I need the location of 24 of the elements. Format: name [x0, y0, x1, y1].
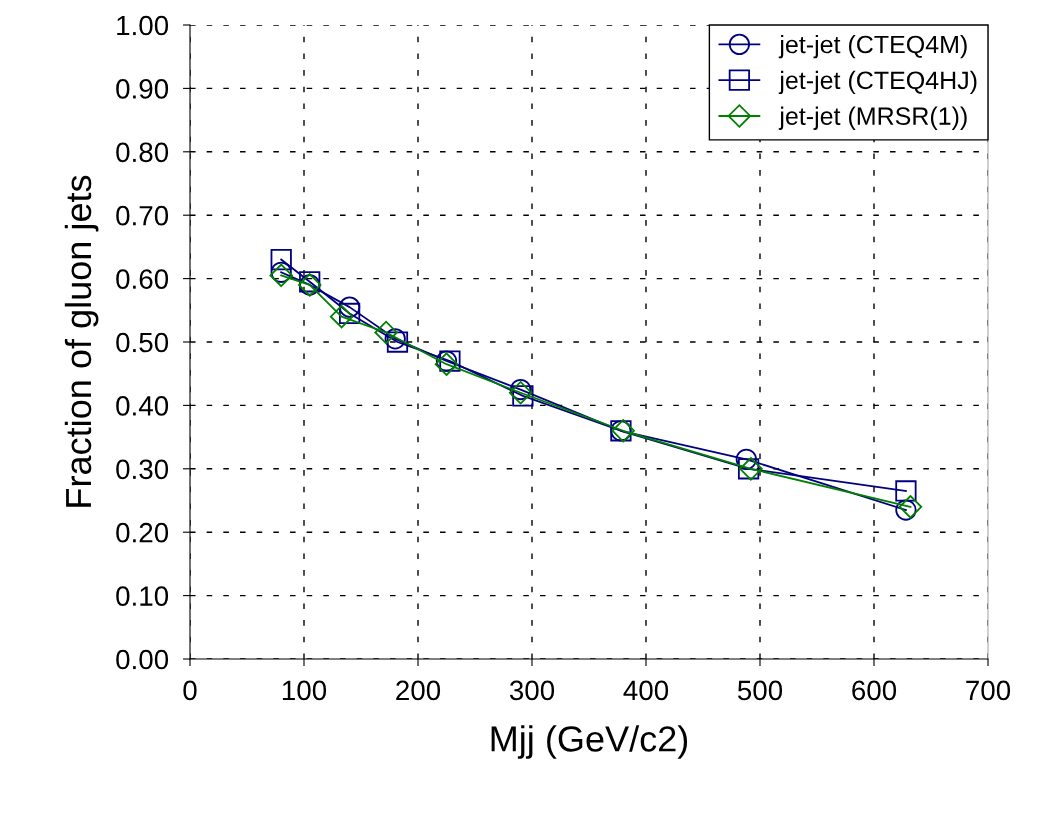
legend-label: jet-jet (CTEQ4M): [778, 35, 967, 59]
y-tick-label: 1.00: [117, 15, 169, 36]
y-tick-label: 0.70: [116, 205, 169, 226]
y-tick-label: 0.60: [116, 269, 169, 289]
y-tick-label: 0.80: [116, 142, 169, 163]
x-tick-label: 300: [509, 680, 555, 701]
y-tick-label: 0.20: [116, 522, 169, 543]
y-tick-label: 0.10: [116, 586, 169, 606]
y-axis-title: Fraction of gluon jets: [64, 175, 99, 507]
y-tick-label: 0.30: [116, 459, 169, 480]
legend-label: jet-jet (CTEQ4HJ): [778, 70, 977, 95]
y-tick-label: 0.50: [116, 332, 169, 353]
x-tick-label: 400: [623, 680, 669, 701]
x-tick-label: 200: [396, 680, 441, 701]
y-tick-label: 0.90: [116, 79, 169, 99]
y-tick-label: 0.00: [116, 649, 169, 670]
y-tick-label: 0.40: [116, 396, 169, 416]
x-tick-label: 600: [852, 680, 897, 701]
x-axis-title: Mjj (GeV/c2): [491, 725, 688, 759]
x-tick-label: 500: [737, 680, 783, 701]
x-tick-label: 100: [282, 680, 327, 701]
legend-label: jet-jet (MRSR(1)): [778, 106, 967, 130]
x-tick-label: 700: [966, 680, 1011, 701]
x-tick-label: 0: [183, 680, 197, 701]
